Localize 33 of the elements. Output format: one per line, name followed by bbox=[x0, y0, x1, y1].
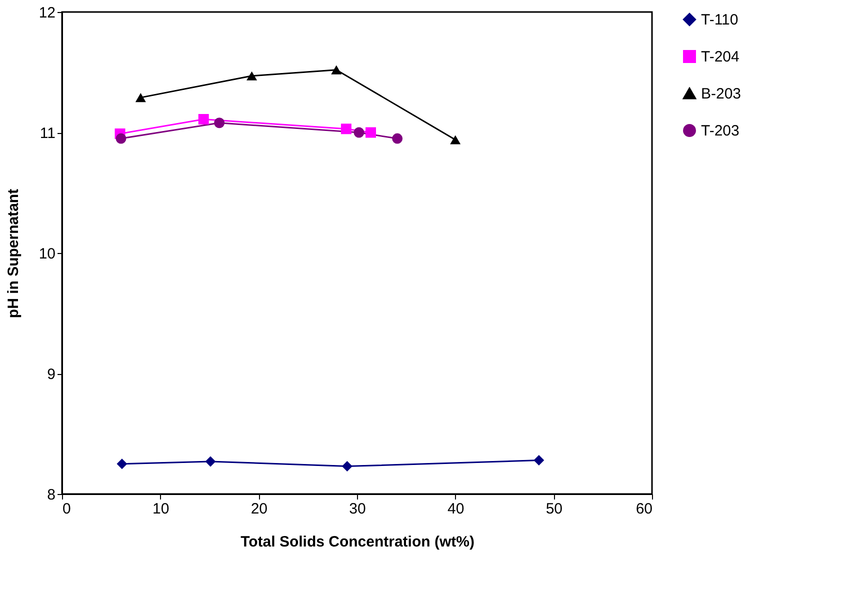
point bbox=[214, 118, 225, 128]
x-tick-label: 20 bbox=[250, 500, 268, 518]
point bbox=[246, 71, 258, 80]
point bbox=[340, 124, 352, 134]
point bbox=[354, 127, 364, 138]
y-tick-label: 9 bbox=[47, 366, 56, 383]
x-tick-label: 10 bbox=[152, 500, 170, 518]
legend-label: T-203 bbox=[701, 122, 740, 140]
point bbox=[205, 456, 216, 467]
y-tick-label: 11 bbox=[40, 125, 56, 142]
legend-label: T-110 bbox=[701, 12, 738, 28]
point bbox=[342, 461, 352, 472]
point bbox=[331, 65, 342, 74]
point bbox=[450, 135, 461, 144]
point bbox=[116, 133, 126, 144]
x-tick-label: 30 bbox=[349, 500, 366, 518]
point bbox=[366, 127, 376, 138]
x-axis-title: Total Solids Concentration (wt%) bbox=[240, 534, 474, 550]
y-axis-title: pH in Supernatant bbox=[4, 188, 22, 318]
y-tick-label: 12 bbox=[38, 4, 56, 22]
x-tick-label: 50 bbox=[546, 500, 563, 518]
point bbox=[534, 455, 544, 466]
x-tick-label: 0 bbox=[62, 500, 71, 518]
point bbox=[135, 93, 146, 102]
point bbox=[116, 458, 128, 470]
point bbox=[198, 114, 209, 124]
x-tick-label: 60 bbox=[636, 500, 652, 518]
point bbox=[392, 133, 403, 144]
legend-label: B-203 bbox=[701, 86, 742, 102]
y-tick-label: 10 bbox=[38, 246, 56, 262]
x-tick-label: 40 bbox=[447, 500, 464, 518]
legend-label: T-204 bbox=[701, 48, 740, 66]
y-tick-label: 8 bbox=[47, 486, 56, 504]
